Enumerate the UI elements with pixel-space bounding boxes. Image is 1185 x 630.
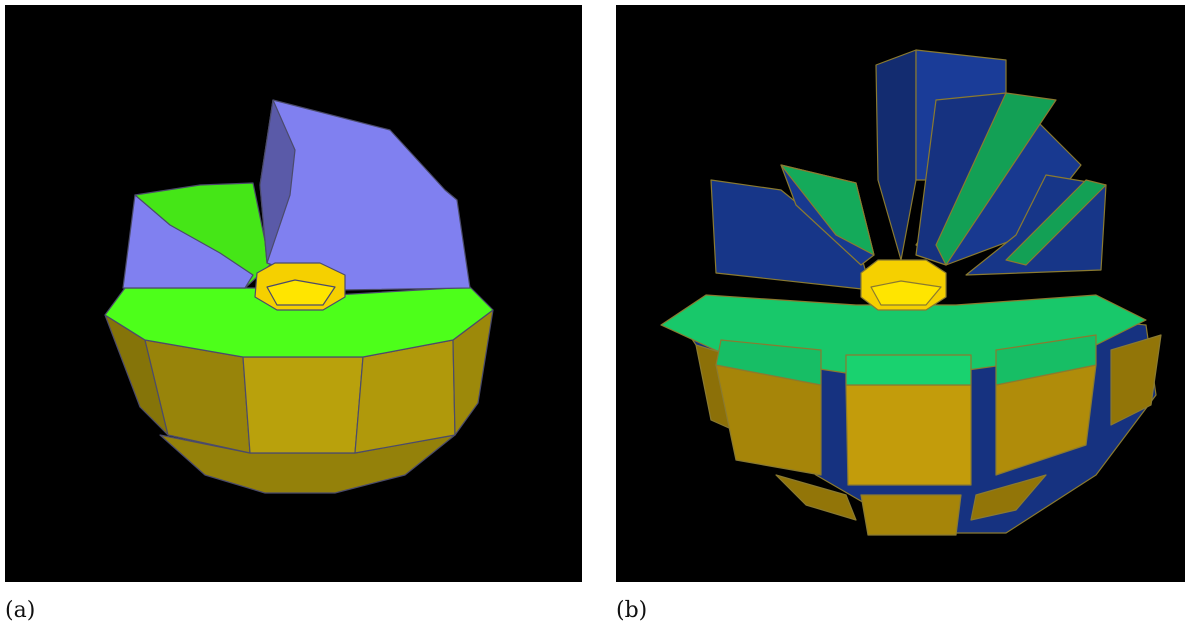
green-fin-face [780, 164, 875, 256]
caption-b: (b) [616, 598, 648, 623]
panel-a-render [5, 5, 582, 582]
bottom-tile [775, 474, 857, 521]
panel-a-3d-object [104, 99, 494, 494]
core-highlight [870, 280, 942, 306]
green-wedge [845, 354, 972, 386]
green-wedge [995, 334, 1097, 386]
raised-sector-shadow [259, 99, 296, 264]
green-wedge [715, 339, 822, 386]
bottom-tile [860, 494, 962, 536]
blue-fin [875, 49, 917, 261]
core-highlight [266, 279, 336, 306]
gold-block [845, 384, 972, 486]
side-face [354, 339, 456, 454]
panel-b-3d-object [660, 49, 1162, 536]
green-fin-face [935, 92, 1057, 266]
side-face [242, 356, 364, 454]
raised-sector-left [122, 194, 254, 289]
caption-a: (a) [5, 598, 36, 623]
green-fin-face [1005, 179, 1107, 266]
gold-block [1110, 334, 1162, 426]
bottom-tile [970, 474, 1047, 521]
panel-b-render [616, 5, 1185, 582]
raised-sector-wing [259, 99, 471, 291]
